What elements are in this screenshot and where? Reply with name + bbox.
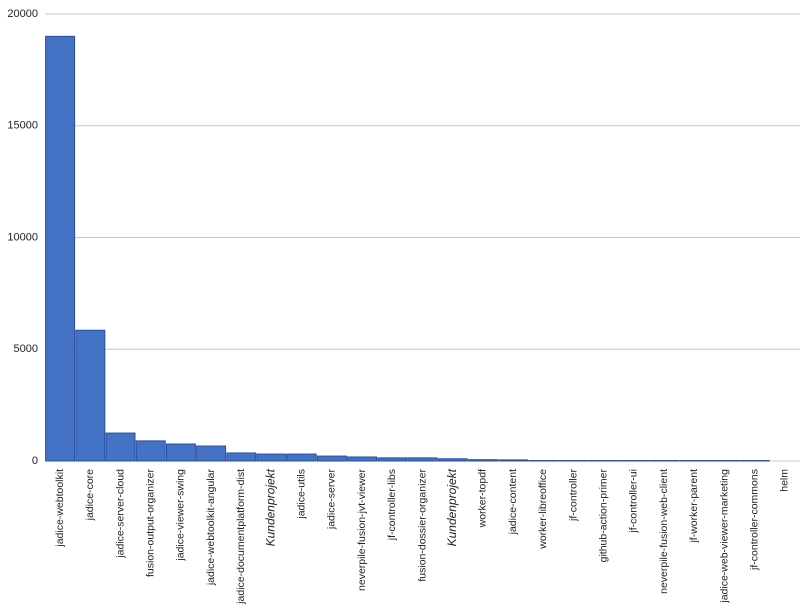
- y-tick-label: 10000: [7, 231, 38, 243]
- x-tick-label: jadice-utils: [295, 469, 307, 520]
- x-tick-label: jadice-viewer-swing: [175, 469, 187, 562]
- x-tick-label: jadice-content: [507, 469, 519, 535]
- x-tick-label: jf-controller-libs: [386, 469, 398, 541]
- bar: [256, 453, 287, 462]
- bar: [347, 456, 378, 462]
- bar: [196, 445, 227, 462]
- x-tick-label: Kundenprojekt: [445, 468, 459, 546]
- x-tick-label: neverpile-fusion-web-client: [658, 469, 670, 594]
- x-tick-label: jadice-server-cloud: [114, 469, 126, 559]
- x-tick-label: jf-controller-ui: [628, 469, 640, 534]
- y-tick-label: 0: [32, 455, 38, 467]
- x-tick-label: jadice-documentplatform-dist: [235, 469, 247, 605]
- bar: [407, 457, 438, 462]
- x-tick-label: jadice-web-viewer-marketing: [718, 469, 730, 604]
- bar: [165, 443, 196, 462]
- bar: [75, 329, 106, 462]
- y-tick-label: 15000: [7, 120, 38, 132]
- y-tick-label: 5000: [14, 343, 38, 355]
- x-tick-label: jadice-core: [84, 469, 96, 522]
- x-tick-label: fusion-output-organizer: [144, 469, 156, 577]
- x-tick-label: jadice-webtoolkit: [54, 469, 66, 548]
- bar: [286, 453, 317, 462]
- x-tick-label: worker-topdf: [477, 469, 489, 528]
- x-tick-label: fusion-dossier-organizer: [416, 469, 428, 582]
- x-tick-label: github-action-primer: [597, 468, 609, 562]
- bar: [105, 432, 136, 462]
- x-tick-label: helm: [779, 469, 791, 492]
- x-tick-label: Kundenprojekt: [264, 468, 278, 546]
- x-tick-label: neverpile-fusion-jvt-viewer: [356, 469, 368, 591]
- x-tick-label: jf-worker-parent: [688, 469, 700, 544]
- x-tick-label: jf-controller: [567, 469, 579, 522]
- y-tick-label: 20000: [7, 8, 38, 20]
- x-tick-label: jf-controller-commons: [748, 469, 760, 571]
- bar: [377, 457, 408, 462]
- x-tick-label: worker-libreoffice: [537, 469, 549, 550]
- bar: [45, 35, 76, 462]
- x-tick-label: jadice-webtoolkit-angular: [205, 469, 217, 587]
- bar: [437, 458, 468, 462]
- bar: [135, 440, 166, 462]
- bar: [226, 452, 257, 462]
- bar: [467, 459, 498, 462]
- bar: [316, 455, 347, 462]
- bar: [498, 459, 529, 462]
- x-tick-label: jadice-server: [326, 469, 338, 531]
